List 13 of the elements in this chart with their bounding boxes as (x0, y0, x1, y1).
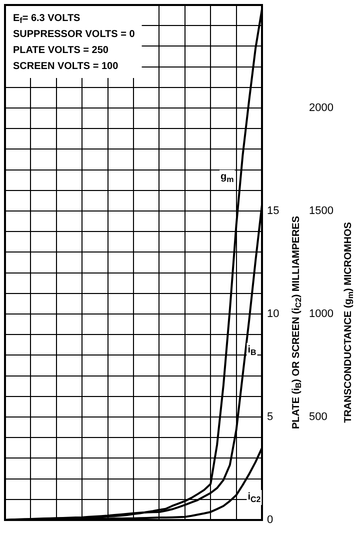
y-tick-label: 10 (267, 308, 280, 320)
y2-tick-label: 1000 (309, 308, 334, 320)
y2-tick-label: 500 (309, 411, 328, 424)
y2-tick-label: 2000 (309, 102, 334, 114)
y-tick-label: 15 (267, 205, 280, 218)
y-tick-label: 0 (267, 514, 274, 526)
y2-tick-label: 1500 (309, 205, 334, 218)
y2-axis-title: TRANSCONDUCTANCE (gm) MICROMHOS (342, 222, 356, 423)
annotation: SCREEN VOLTS = 100 (13, 60, 119, 72)
annotation: SUPPRESSOR VOLTS = 0 (13, 28, 136, 40)
annotation: PLATE VOLTS = 250 (13, 44, 109, 56)
y-axis-title: PLATE (iB) OR SCREEN (iC2) MILLIAMPERES (290, 216, 304, 430)
y-tick-label: 5 (267, 411, 274, 424)
